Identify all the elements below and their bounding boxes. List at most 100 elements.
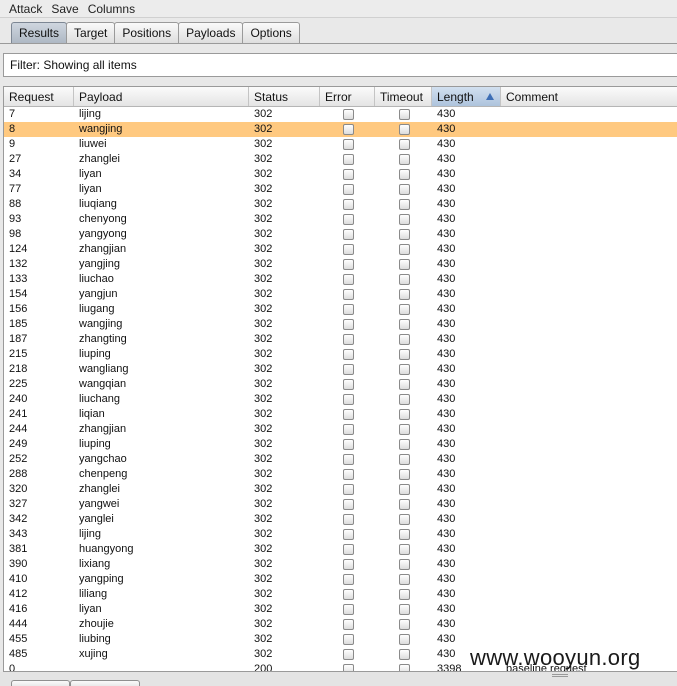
error-checkbox[interactable] [343,349,354,360]
table-row[interactable]: 132 yangjing 302 430 [4,257,677,272]
timeout-checkbox[interactable] [399,169,410,180]
table-row[interactable]: 124 zhangjian 302 430 [4,242,677,257]
table-row[interactable]: 9 liuwei 302 430 [4,137,677,152]
table-row[interactable]: 215 liuping 302 430 [4,347,677,362]
error-checkbox[interactable] [343,424,354,435]
table-row[interactable]: 288 chenpeng 302 430 [4,467,677,482]
error-checkbox[interactable] [343,379,354,390]
error-checkbox[interactable] [343,154,354,165]
column-header-request[interactable]: Request [4,87,74,106]
menu-save[interactable]: Save [51,1,79,16]
timeout-checkbox[interactable] [399,304,410,315]
error-checkbox[interactable] [343,319,354,330]
table-row[interactable]: 34 liyan 302 430 [4,167,677,182]
error-checkbox[interactable] [343,184,354,195]
column-header-length[interactable]: Length [432,87,501,106]
table-row[interactable]: 416 liyan 302 430 [4,602,677,617]
table-row[interactable]: 410 yangping 302 430 [4,572,677,587]
error-checkbox[interactable] [343,604,354,615]
timeout-checkbox[interactable] [399,289,410,300]
timeout-checkbox[interactable] [399,454,410,465]
error-checkbox[interactable] [343,109,354,120]
timeout-checkbox[interactable] [399,409,410,420]
error-checkbox[interactable] [343,259,354,270]
column-header-payload[interactable]: Payload [74,87,249,106]
timeout-checkbox[interactable] [399,124,410,135]
table-row[interactable]: 8 wangjing 302 430 [4,122,677,137]
tab-target[interactable]: Target [66,22,116,43]
table-row[interactable]: 7 lijing 302 430 [4,107,677,122]
table-row[interactable]: 93 chenyong 302 430 [4,212,677,227]
table-row[interactable]: 240 liuchang 302 430 [4,392,677,407]
error-checkbox[interactable] [343,409,354,420]
table-row[interactable]: 327 yangwei 302 430 [4,497,677,512]
error-checkbox[interactable] [343,199,354,210]
tab-options[interactable]: Options [242,22,300,43]
tab-positions[interactable]: Positions [114,22,180,43]
timeout-checkbox[interactable] [399,379,410,390]
table-row[interactable]: 77 liyan 302 430 [4,182,677,197]
error-checkbox[interactable] [343,439,354,450]
menu-attack[interactable]: Attack [9,1,43,16]
table-row[interactable]: 244 zhangjian 302 430 [4,422,677,437]
timeout-checkbox[interactable] [399,109,410,120]
table-row[interactable]: 98 yangyong 302 430 [4,227,677,242]
timeout-checkbox[interactable] [399,439,410,450]
error-checkbox[interactable] [343,529,354,540]
table-row[interactable]: 88 liuqiang 302 430 [4,197,677,212]
timeout-checkbox[interactable] [399,319,410,330]
timeout-checkbox[interactable] [399,544,410,555]
error-checkbox[interactable] [343,454,354,465]
menu-columns[interactable]: Columns [87,1,136,16]
timeout-checkbox[interactable] [399,154,410,165]
error-checkbox[interactable] [343,589,354,600]
tab-payloads[interactable]: Payloads [178,22,244,43]
timeout-checkbox[interactable] [399,664,410,671]
error-checkbox[interactable] [343,169,354,180]
table-row[interactable]: 343 lijing 302 430 [4,527,677,542]
error-checkbox[interactable] [343,334,354,345]
error-checkbox[interactable] [343,244,354,255]
table-row[interactable]: 241 liqian 302 430 [4,407,677,422]
table-row[interactable]: 455 liubing 302 430 [4,632,677,647]
bottom-tab-1[interactable] [11,680,70,686]
table-row[interactable]: 485 xujing 302 430 [4,647,677,662]
bottom-tab-2[interactable] [70,680,140,686]
table-row[interactable]: 154 yangjun 302 430 [4,287,677,302]
table-row[interactable]: 320 zhanglei 302 430 [4,482,677,497]
resize-grip-icon[interactable] [552,674,568,677]
timeout-checkbox[interactable] [399,229,410,240]
table-row[interactable]: 187 zhangting 302 430 [4,332,677,347]
table-row[interactable]: 156 liugang 302 430 [4,302,677,317]
error-checkbox[interactable] [343,364,354,375]
error-checkbox[interactable] [343,634,354,645]
timeout-checkbox[interactable] [399,649,410,660]
error-checkbox[interactable] [343,304,354,315]
table-row[interactable]: 27 zhanglei 302 430 [4,152,677,167]
timeout-checkbox[interactable] [399,499,410,510]
error-checkbox[interactable] [343,214,354,225]
error-checkbox[interactable] [343,394,354,405]
timeout-checkbox[interactable] [399,514,410,525]
table-row[interactable]: 225 wangqian 302 430 [4,377,677,392]
timeout-checkbox[interactable] [399,139,410,150]
table-row[interactable]: 218 wangliang 302 430 [4,362,677,377]
timeout-checkbox[interactable] [399,364,410,375]
timeout-checkbox[interactable] [399,604,410,615]
timeout-checkbox[interactable] [399,529,410,540]
column-header-comment[interactable]: Comment [506,89,559,104]
column-header-error[interactable]: Error [320,87,375,106]
error-checkbox[interactable] [343,229,354,240]
table-row[interactable]: 381 huangyong 302 430 [4,542,677,557]
error-checkbox[interactable] [343,289,354,300]
timeout-checkbox[interactable] [399,559,410,570]
timeout-checkbox[interactable] [399,244,410,255]
timeout-checkbox[interactable] [399,484,410,495]
table-row[interactable]: 342 yanglei 302 430 [4,512,677,527]
timeout-checkbox[interactable] [399,469,410,480]
timeout-checkbox[interactable] [399,184,410,195]
error-checkbox[interactable] [343,664,354,671]
timeout-checkbox[interactable] [399,589,410,600]
timeout-checkbox[interactable] [399,574,410,585]
table-row[interactable]: 133 liuchao 302 430 [4,272,677,287]
